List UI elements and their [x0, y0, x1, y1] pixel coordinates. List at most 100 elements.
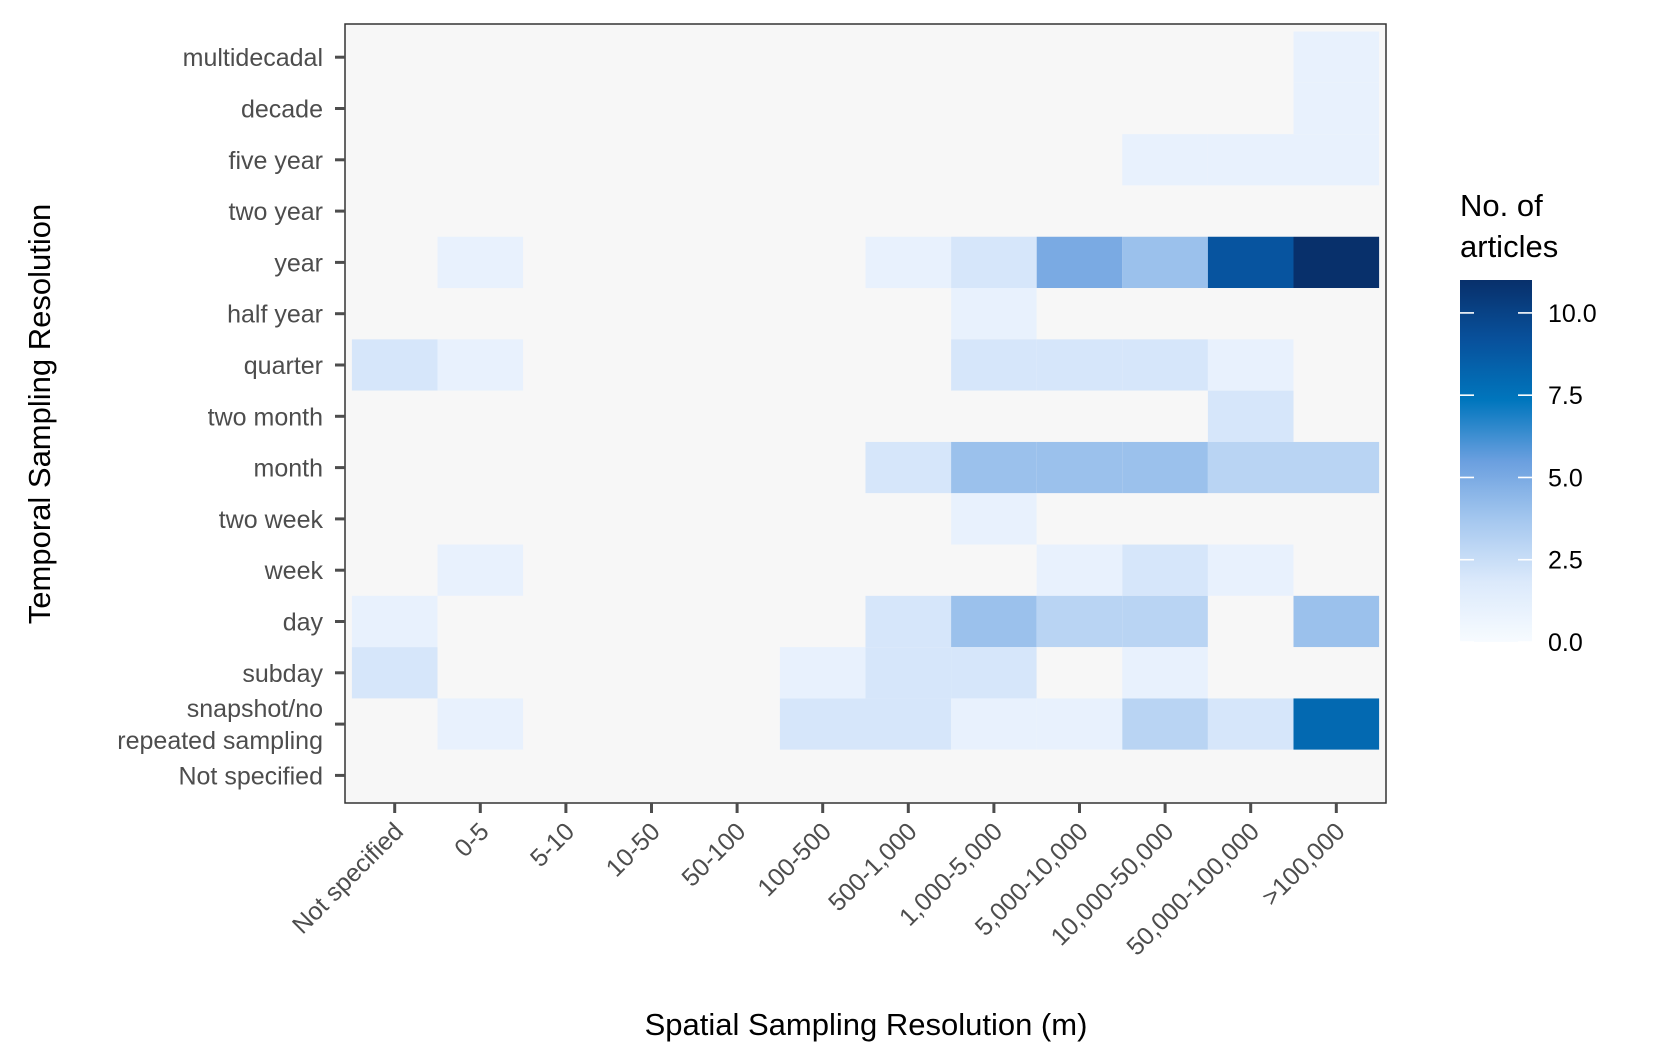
heatmap-cell [1036, 647, 1123, 699]
heatmap-cell [1122, 749, 1208, 802]
heatmap-cell [608, 493, 695, 545]
heatmap-cell [865, 749, 952, 802]
y-tick-label: two month [208, 403, 323, 431]
heatmap-cell [523, 390, 609, 442]
x-tick-label: >100,000 [1257, 817, 1351, 911]
heatmap-cell [694, 134, 780, 186]
heatmap-cell [1207, 493, 1294, 545]
heatmap-cell [694, 698, 780, 750]
heatmap-cell [1036, 134, 1123, 186]
heatmap-cell [1293, 339, 1380, 391]
heatmap-cell [951, 31, 1037, 83]
heatmap-cell [1293, 185, 1380, 237]
heatmap-cell [437, 185, 524, 237]
heatmap-cell [951, 544, 1037, 596]
heatmap-cell [608, 185, 695, 237]
heatmap-cell [437, 236, 524, 289]
heatmap-cell [351, 595, 438, 648]
y-tick-label: year [274, 249, 323, 277]
heatmap-cell [1122, 82, 1208, 135]
heatmap-cell [523, 441, 609, 494]
y-tick-label: two year [229, 198, 323, 226]
heatmap-cell [779, 31, 866, 83]
heatmap-cell [865, 288, 952, 340]
heatmap-cell [351, 749, 438, 802]
heatmap-cell [1036, 236, 1123, 289]
heatmap-cell [1207, 698, 1294, 750]
heatmap-cell [1293, 390, 1380, 442]
x-tick-label: 100-500 [752, 817, 837, 902]
heatmap-cell [951, 441, 1037, 494]
heatmap-cell [951, 749, 1037, 802]
heatmap-cell [608, 544, 695, 596]
heatmap-cell [779, 493, 866, 545]
heatmap-cell [523, 647, 609, 699]
heatmap-cell [351, 82, 438, 135]
heatmap-cell [1207, 134, 1294, 186]
heatmap-cell [437, 288, 524, 340]
heatmap-cell [1293, 288, 1380, 340]
heatmap-cell [779, 647, 866, 699]
heatmap-cell [351, 185, 438, 237]
heatmap-cell [694, 82, 780, 135]
heatmap-cell [779, 288, 866, 340]
heatmap-cell [1293, 82, 1380, 135]
x-tick-label: 50-100 [676, 817, 751, 892]
heatmap-cell [437, 31, 524, 83]
heatmap-cell [865, 595, 952, 648]
x-tick-label: 0-5 [449, 817, 494, 862]
y-tick-label: multidecadal [183, 44, 323, 72]
heatmap-cell [779, 544, 866, 596]
heatmap-cell [779, 441, 866, 494]
heatmap-cell [1036, 493, 1123, 545]
heatmap-cell [865, 441, 952, 494]
legend-break-label: 7.5 [1548, 382, 1583, 410]
legend-break-label: 5.0 [1548, 465, 1583, 493]
heatmap-cell [1207, 31, 1294, 83]
heatmap-cell [1036, 31, 1123, 83]
y-tick-label: week [264, 557, 324, 585]
heatmap-cell [437, 749, 524, 802]
heatmap-cell [779, 749, 866, 802]
heatmap-cell [351, 441, 438, 494]
heatmap-cell [1122, 493, 1208, 545]
heatmap-cell [865, 31, 952, 83]
heatmap-cell [951, 82, 1037, 135]
heatmap-cell [608, 339, 695, 391]
y-tick-label: snapshot/no repeated sampling [117, 695, 323, 755]
y-tick-label: two week [219, 506, 324, 534]
heatmap-cell [865, 339, 952, 391]
heatmap-cell [779, 595, 866, 648]
heatmap-cell [694, 441, 780, 494]
legend-break-label: 10.0 [1548, 300, 1597, 328]
y-tick-label: five year [229, 147, 323, 175]
heatmap-cell [351, 288, 438, 340]
heatmap-cell [608, 236, 695, 289]
heatmap-cell [437, 441, 524, 494]
heatmap-cell [1122, 339, 1208, 391]
heatmap-cell [951, 236, 1037, 289]
heatmap-cell [351, 493, 438, 545]
heatmap-cell [437, 544, 524, 596]
heatmap-cell [523, 339, 609, 391]
heatmap-cell [351, 390, 438, 442]
heatmap-cell [608, 288, 695, 340]
heatmap-cell [1122, 698, 1208, 750]
heatmap-cell [351, 31, 438, 83]
heatmap-cell [865, 544, 952, 596]
heatmap-cell [779, 134, 866, 186]
heatmap-cell [951, 185, 1037, 237]
heatmap-cell [1036, 441, 1123, 494]
heatmap-cell [1036, 390, 1123, 442]
heatmap-cell [608, 82, 695, 135]
heatmap-cell [865, 493, 952, 545]
heatmap-cell [1207, 288, 1294, 340]
y-tick-label: quarter [244, 352, 323, 380]
heatmap-cell [1122, 185, 1208, 237]
heatmap-cell [608, 31, 695, 83]
y-tick-label: decade [241, 96, 323, 124]
x-axis: Not specified 0-5 5-10 10-50 50-100 100-50050… [287, 803, 1351, 961]
x-tick-label: 10-50 [601, 817, 666, 882]
heatmap-cell [1293, 544, 1380, 596]
